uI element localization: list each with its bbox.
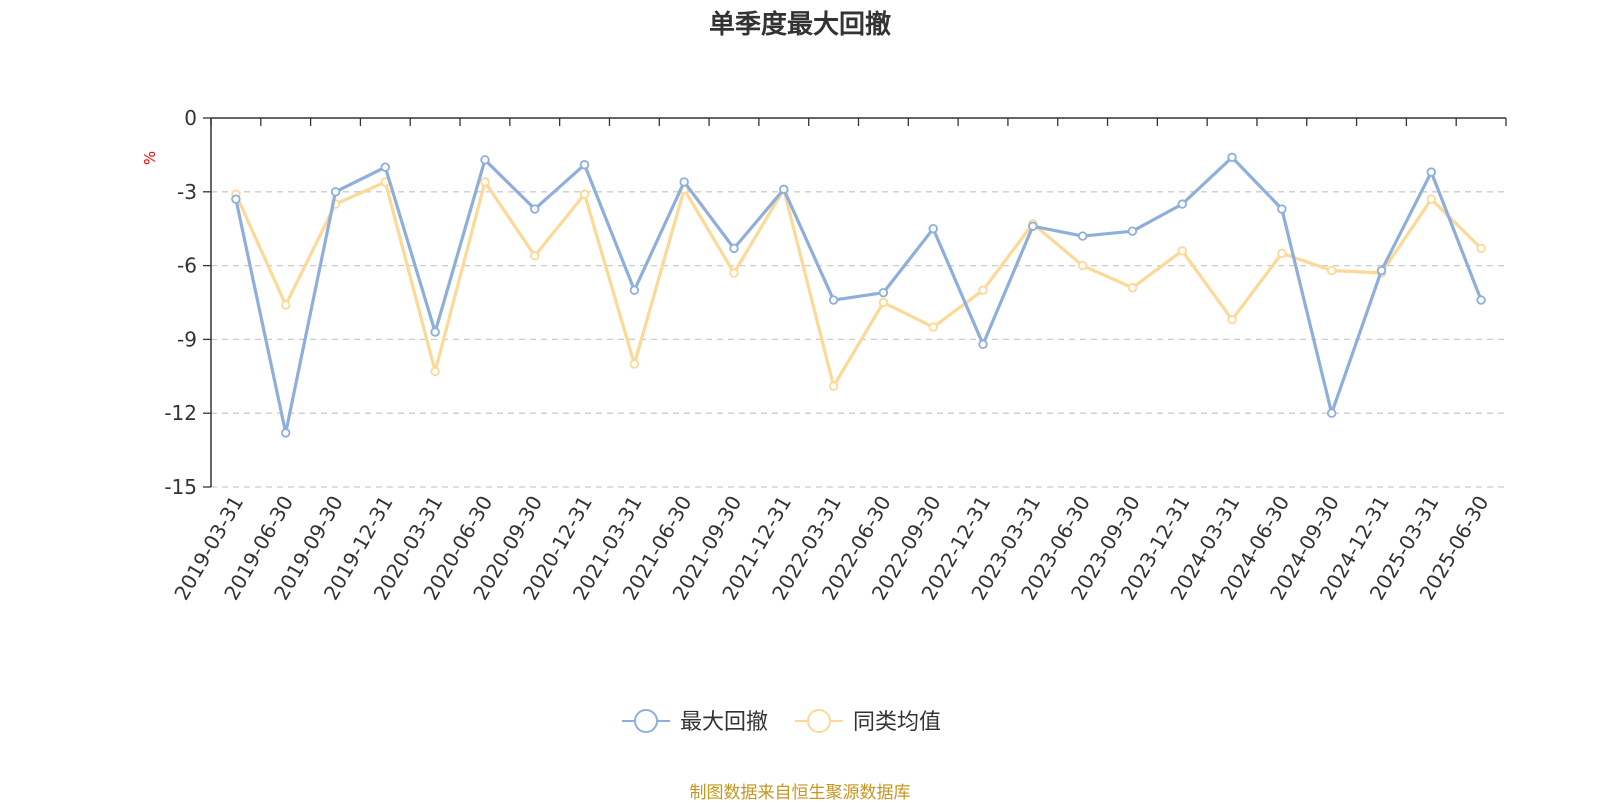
data-point	[828, 295, 839, 305]
data-source-note: 制图数据来自恒生聚源数据库	[689, 783, 911, 803]
data-point	[928, 322, 938, 332]
data-point	[1077, 231, 1088, 241]
data-point	[1376, 265, 1387, 276]
legend-marker-icon	[807, 709, 831, 733]
data-point	[480, 177, 490, 187]
data-point	[828, 381, 839, 391]
data-point	[1028, 221, 1038, 231]
grid-lines	[211, 191, 1506, 488]
data-point	[1476, 295, 1486, 305]
data-point	[380, 162, 391, 172]
data-point	[679, 177, 689, 187]
data-point	[480, 155, 490, 165]
y-tick-label: -12	[164, 401, 197, 425]
data-point	[330, 187, 341, 197]
series-line	[234, 155, 1483, 435]
data-point	[579, 160, 590, 170]
data-point	[1277, 248, 1287, 258]
data-point	[281, 428, 291, 438]
data-point	[430, 366, 440, 377]
data-point	[430, 327, 440, 337]
legend-marker-icon	[634, 709, 658, 733]
data-point	[1476, 243, 1486, 254]
data-point	[231, 194, 241, 204]
data-point	[978, 285, 988, 295]
data-point	[878, 287, 889, 298]
data-point	[1177, 246, 1187, 256]
y-tick-label: -9	[177, 327, 197, 351]
data-point	[1426, 194, 1436, 204]
data-point	[281, 300, 291, 310]
data-point	[1177, 199, 1187, 209]
data-point	[729, 268, 739, 278]
legend[interactable]: 最大回撤 同类均值	[622, 709, 941, 735]
y-axis-unit-label: %	[141, 151, 159, 165]
y-tick-label: -6	[177, 254, 197, 278]
data-point	[1227, 152, 1237, 163]
series-2	[231, 177, 1486, 391]
series-lines	[231, 152, 1486, 438]
data-point	[1326, 408, 1337, 418]
y-tick-label: 0	[184, 106, 197, 130]
series-line	[234, 180, 1483, 388]
axes: 0-3-6-9-12-152019-03-312019-06-302019-09…	[164, 106, 1507, 604]
data-point	[729, 243, 739, 254]
data-point	[978, 339, 988, 350]
data-point	[1227, 315, 1237, 325]
data-point	[1326, 265, 1337, 276]
data-point	[530, 204, 540, 214]
y-tick-label: -3	[177, 180, 197, 204]
y-tick-label: -15	[164, 475, 197, 499]
data-point	[1277, 204, 1287, 214]
data-point	[1127, 226, 1138, 236]
data-point	[629, 359, 640, 369]
legend-label: 同类均值	[853, 710, 941, 735]
data-point	[1127, 283, 1138, 293]
data-point	[530, 251, 540, 261]
data-point	[1077, 260, 1088, 271]
series-1	[231, 152, 1486, 438]
data-point	[1426, 167, 1436, 177]
data-point	[779, 184, 789, 195]
data-point	[928, 223, 938, 234]
legend-item-2[interactable]: 同类均值	[795, 709, 941, 735]
legend-item-1[interactable]: 最大回撤	[622, 709, 768, 735]
data-point	[878, 297, 889, 308]
data-point	[579, 189, 590, 199]
data-point	[629, 285, 640, 295]
legend-label: 最大回撤	[680, 710, 768, 735]
chart-title: 单季度最大回撤	[708, 10, 891, 40]
